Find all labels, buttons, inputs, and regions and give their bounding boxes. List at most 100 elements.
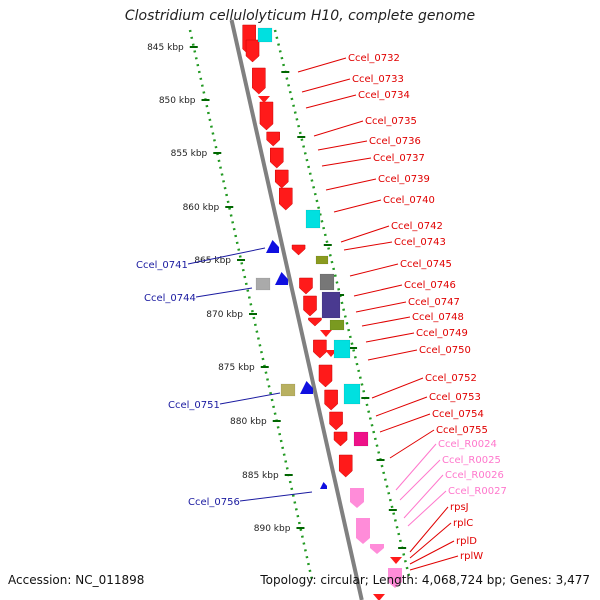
misc-feature-box (319, 273, 335, 291)
trna-box (305, 209, 321, 229)
label-leader-line (409, 506, 449, 553)
gene-arrowhead (258, 96, 270, 103)
gene-label-forward: Ccel_0755 (436, 425, 488, 436)
gene-arrow-forward (299, 277, 313, 295)
gene-arrow-forward (252, 67, 266, 95)
label-leader-line (403, 474, 444, 519)
rna-label: Ccel_R0027 (448, 486, 507, 497)
gene-arrowhead (373, 594, 385, 600)
label-leader-line (371, 377, 424, 399)
scale-tick-label: 870 kbp (206, 310, 243, 320)
gene-label-protein: rplD (456, 536, 477, 547)
gene-label-protein: rplC (453, 518, 473, 529)
label-leader-line (297, 57, 347, 73)
gene-arrow-forward (259, 101, 274, 131)
gene-label-forward: Ccel_0748 (412, 312, 464, 323)
gene-arrow-reverse (320, 482, 327, 489)
gene-label-forward: Ccel_0742 (391, 221, 443, 232)
scale-tick-label: 880 kbp (230, 417, 267, 427)
scale-tick-label: 875 kbp (218, 363, 255, 373)
label-leader-line (407, 490, 447, 527)
gene-arrow-reverse (275, 272, 288, 285)
gene-arrow-forward (329, 411, 343, 431)
label-leader-line (409, 555, 459, 571)
label-leader-line (239, 491, 313, 502)
gene-label-reverse: Ccel_0751 (168, 400, 220, 411)
misc-feature-box (280, 383, 296, 397)
scale-tick-label: 845 kbp (147, 43, 184, 53)
gene-label-reverse: Ccel_0741 (136, 260, 188, 271)
gene-label-forward: Ccel_0743 (394, 237, 446, 248)
gene-label-reverse: Ccel_0744 (144, 293, 196, 304)
label-leader-line (409, 540, 455, 565)
gene-label-forward: Ccel_0736 (369, 136, 421, 147)
scale-tick-label: 885 kbp (242, 471, 279, 481)
label-leader-line (353, 284, 403, 297)
label-leader-line (395, 443, 437, 491)
label-leader-line (409, 522, 452, 559)
gene-label-forward: Ccel_0745 (400, 259, 452, 270)
gene-label-forward: Ccel_0754 (432, 409, 484, 420)
rna-label: Ccel_R0026 (445, 470, 504, 481)
label-leader-line (375, 396, 428, 417)
label-leader-line (367, 349, 418, 361)
label-leader-line (305, 94, 357, 109)
gene-label-forward: Ccel_0753 (429, 392, 481, 403)
label-leader-line (355, 301, 407, 313)
accession-text: Accession: NC_011898 (8, 573, 145, 587)
trna-box (343, 383, 361, 405)
gene-label-forward: Ccel_0749 (416, 328, 468, 339)
rna-arrow (370, 544, 384, 554)
scale-track-dots (188, 29, 314, 581)
rna-label: Ccel_R0025 (442, 455, 501, 466)
label-leader-line (399, 459, 441, 501)
scale-tick-label: 865 kbp (194, 256, 231, 266)
gene-arrow-forward (245, 39, 260, 63)
gene-label-forward: Ccel_0733 (352, 74, 404, 85)
gene-arrow-forward (270, 147, 284, 169)
gene-arrow-forward (333, 431, 348, 447)
label-leader-line (379, 413, 431, 433)
backbone-line (229, 19, 364, 600)
rrna-box (353, 431, 369, 447)
gene-label-forward: Ccel_0740 (383, 195, 435, 206)
label-leader-line (313, 120, 364, 137)
misc-feature-box (315, 255, 329, 265)
genome-summary-text: Topology: circular; Length: 4,068,724 bp… (260, 573, 590, 587)
misc-feature-box (329, 319, 345, 331)
gene-label-forward: Ccel_0732 (348, 53, 400, 64)
label-leader-line (195, 287, 253, 298)
label-leader-line (187, 247, 266, 265)
map-title: Clostridium cellulolyticum H10, complete… (124, 8, 476, 24)
scale-tick-label: 860 kbp (183, 203, 220, 213)
rna-label: Ccel_R0024 (438, 439, 497, 450)
rna-arrow (350, 488, 364, 508)
gene-arrow-forward (313, 339, 327, 359)
gene-arrow-reverse (300, 381, 313, 394)
gene-arrow-reverse (266, 240, 279, 253)
gene-label-protein: rplW (460, 551, 483, 562)
rna-arrow (356, 518, 370, 544)
gene-label-forward: Ccel_0747 (408, 297, 460, 308)
label-leader-line (317, 140, 368, 151)
gene-arrow-forward (274, 169, 289, 189)
gene-label-forward: Ccel_0737 (373, 153, 425, 164)
misc-feature-box (255, 277, 271, 291)
gene-arrow-forward (308, 317, 322, 327)
gene-arrow-forward (303, 295, 317, 317)
gene-label-reverse: Ccel_0756 (188, 497, 240, 508)
gene-arrow-forward (318, 364, 333, 388)
trna-box (333, 339, 351, 359)
scale-tick-label: 850 kbp (159, 96, 196, 106)
label-leader-line (389, 429, 435, 459)
gene-arrowhead (320, 330, 332, 337)
label-leader-line (219, 392, 281, 405)
label-leader-line (321, 157, 372, 167)
label-leader-line (325, 178, 377, 191)
label-leader-line (333, 199, 382, 213)
gene-label-forward: Ccel_0734 (358, 90, 410, 101)
label-leader-line (361, 316, 411, 327)
gene-arrow-forward (279, 187, 293, 211)
label-leader-line (349, 263, 399, 277)
